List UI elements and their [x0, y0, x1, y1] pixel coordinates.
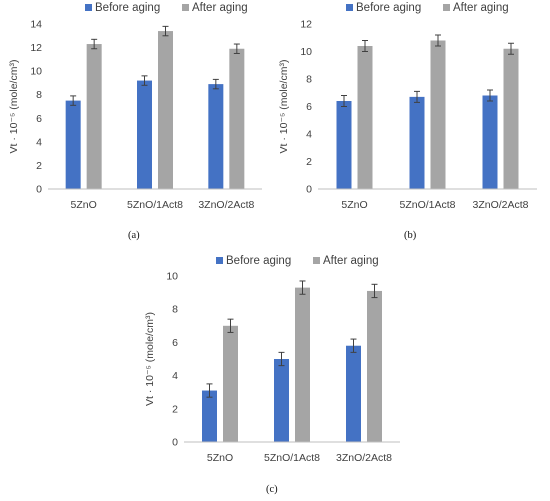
- y-tick-label: 12: [30, 42, 42, 54]
- x-tick-label: 3ZnO/2Act8: [336, 452, 392, 464]
- y-tick-label: 10: [166, 271, 178, 283]
- bar-before-aging: [274, 359, 289, 442]
- bar-after-aging: [158, 31, 173, 190]
- bar-before-aging: [208, 84, 224, 189]
- legend-label: Before aging: [226, 255, 291, 267]
- panel-label-c: (c): [266, 484, 278, 495]
- bar-before-aging: [346, 345, 361, 442]
- y-tick-label: 6: [36, 113, 42, 125]
- legend-swatch-before: [216, 257, 223, 264]
- bar-after-aging: [223, 325, 238, 442]
- y-tick-label: 10: [30, 66, 42, 78]
- bar-after-aging: [86, 44, 102, 190]
- y-tick-label: 12: [300, 19, 312, 31]
- y-axis-title: Vt · 10⁻⁵ (mole/cm³): [8, 60, 20, 154]
- legend-label: After aging: [323, 255, 379, 267]
- bar-after-aging: [367, 290, 382, 442]
- y-tick-label: 14: [30, 19, 42, 31]
- x-tick-label: 5ZnO: [341, 199, 367, 211]
- bar-after-aging: [357, 46, 373, 189]
- x-tick-label: 3ZnO/2Act8: [472, 199, 528, 211]
- bar-before-aging: [336, 101, 352, 189]
- legend-label: After aging: [453, 2, 509, 14]
- legend-swatch-before: [85, 4, 92, 11]
- y-tick-label: 4: [172, 370, 178, 382]
- y-tick-label: 10: [300, 46, 312, 58]
- y-tick-label: 6: [306, 101, 312, 113]
- y-tick-label: 6: [172, 337, 178, 349]
- chart-panel-a: 0 2 4 6 8 10 12 14 Vt · 10⁻⁵ (mole/cm³) 5ZnO 5ZnO/…: [0, 0, 275, 250]
- x-tick-label: 5ZnO/1Act8: [399, 199, 455, 211]
- panel-label-a: (a): [128, 230, 140, 241]
- legend-swatch-after: [313, 257, 320, 264]
- y-tick-label: 0: [172, 437, 178, 449]
- bar-before-aging: [65, 100, 81, 189]
- bar-before-aging: [482, 95, 498, 189]
- legend-label: After aging: [192, 2, 248, 14]
- chart-a-plot: 0 2 4 6 8 10 12 14 Vt · 10⁻⁵ (mole/cm³) 5ZnO 5ZnO/…: [8, 2, 262, 211]
- y-tick-label: 2: [172, 403, 178, 415]
- bar-before-aging: [409, 96, 425, 189]
- y-tick-label: 2: [306, 156, 312, 168]
- bar-after-aging: [503, 48, 519, 189]
- y-tick-label: 8: [306, 74, 312, 86]
- legend-label: Before aging: [95, 2, 160, 14]
- legend-swatch-after: [443, 4, 450, 11]
- x-tick-label: 5ZnO: [207, 452, 233, 464]
- legend-swatch-before: [346, 4, 353, 11]
- x-tick-label: 5ZnO/1Act8: [264, 452, 320, 464]
- chart-panel-c: 0 2 4 6 8 10 Vt · 10⁻⁵ (mole/cm³) 5ZnO 5ZnO/1Act…: [137, 250, 413, 501]
- bar-after-aging: [295, 287, 310, 442]
- panel-label-b: (b): [404, 230, 417, 241]
- bar-after-aging: [229, 48, 245, 189]
- y-tick-label: 4: [36, 136, 42, 148]
- chart-c-plot: 0 2 4 6 8 10 Vt · 10⁻⁵ (mole/cm³) 5ZnO 5ZnO/1Act…: [144, 255, 400, 464]
- bar-before-aging: [202, 390, 217, 442]
- y-tick-label: 8: [36, 89, 42, 101]
- y-tick-label: 4: [306, 129, 312, 141]
- legend-label: Before aging: [356, 2, 421, 14]
- y-axis-title: Vt · 10⁻⁵ (mole/cm³): [144, 312, 156, 406]
- y-tick-label: 0: [36, 184, 42, 196]
- legend-swatch-after: [182, 4, 189, 11]
- y-tick-label: 8: [172, 304, 178, 316]
- chart-panel-b: 0 2 4 6 8 10 12 Vt · 10⁻⁵ (mole/cm³) 5ZnO 5ZnO/1A…: [275, 0, 550, 250]
- y-tick-label: 0: [306, 184, 312, 196]
- bar-before-aging: [137, 80, 152, 189]
- y-tick-label: 2: [36, 160, 42, 172]
- x-tick-label: 3ZnO/2Act8: [198, 199, 254, 211]
- x-tick-label: 5ZnO/1Act8: [127, 199, 183, 211]
- chart-b-plot: 0 2 4 6 8 10 12 Vt · 10⁻⁵ (mole/cm³) 5ZnO 5ZnO/1A…: [278, 2, 537, 211]
- y-axis-title: Vt · 10⁻⁵ (mole/cm³): [278, 60, 290, 154]
- bar-after-aging: [430, 40, 446, 189]
- x-tick-label: 5ZnO: [71, 199, 97, 211]
